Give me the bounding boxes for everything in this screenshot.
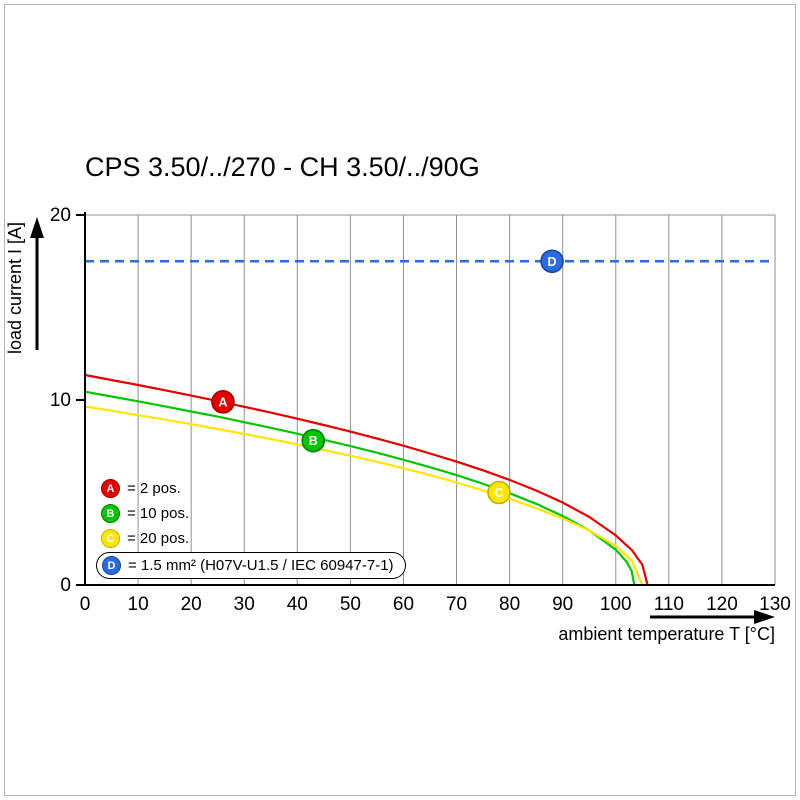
x-tick-label: 70: [446, 594, 467, 615]
curve-marker-B: B: [301, 428, 326, 453]
legend-label-b: = 10 pos.: [127, 505, 190, 522]
marker-letter-B: B: [309, 434, 318, 448]
legend-item-b: B = 10 pos.: [96, 501, 189, 526]
marker-letter-A: A: [218, 395, 227, 409]
curve-marker-C: C: [487, 480, 511, 505]
x-tick-label: 110: [654, 594, 684, 615]
legend-item-d: D = 1.5 mm² (H07V-U1.5 / IEC 60947-7-1): [96, 552, 406, 579]
x-tick-label: 80: [499, 594, 520, 615]
marker-letter-C: C: [494, 486, 503, 500]
legend-letter-d: D: [107, 559, 116, 572]
x-tick-label: 60: [393, 594, 414, 615]
x-tick-label: 90: [552, 594, 573, 615]
legend-marker-d-icon: D: [102, 556, 121, 575]
y-tick-label: 0: [60, 575, 71, 596]
x-axis-label: ambient temperature T [°C]: [558, 624, 775, 644]
legend-letter-a: A: [106, 482, 115, 495]
curve-A: [84, 373, 649, 586]
x-tick-label: 20: [181, 594, 202, 615]
y-axis-arrow-head-icon: [30, 217, 44, 238]
curve-marker-D: D: [540, 249, 564, 274]
x-tick-label: 100: [600, 594, 632, 615]
x-tick-label: 50: [340, 594, 361, 615]
x-tick-label: 40: [287, 594, 308, 615]
x-axis-arrow-head-icon: [754, 610, 775, 624]
marker-circle-A: [211, 390, 235, 414]
chart-title: CPS 3.50/../270 - CH 3.50/../90G: [85, 152, 480, 182]
marker-letter-D: D: [548, 255, 557, 269]
marker-circle-D: [540, 249, 564, 274]
x-tick-label: 30: [234, 594, 255, 615]
legend-marker-b-icon: B: [101, 504, 120, 523]
legend-marker-a-icon: A: [101, 479, 120, 498]
marker-circle-C: [487, 480, 511, 505]
legend-label-a: = 2 pos.: [127, 480, 181, 497]
legend-letter-c: C: [106, 532, 115, 545]
legend-label-d: = 1.5 mm² (H07V-U1.5 / IEC 60947-7-1): [128, 557, 394, 574]
x-tick-label: 10: [128, 594, 149, 615]
curve-C: [84, 405, 644, 586]
x-tick-label: 130: [759, 594, 791, 615]
legend-letter-b: B: [106, 507, 115, 520]
y-tick-label: 10: [50, 390, 71, 411]
legend: A = 2 pos. B = 10 pos. C = 20 pos. D = 1…: [96, 476, 406, 579]
marker-circle-B: [301, 428, 326, 453]
x-tick-label: 0: [80, 594, 91, 615]
legend-marker-c-icon: C: [101, 529, 120, 548]
legend-item-a: A = 2 pos.: [96, 476, 181, 501]
curve-marker-A: A: [211, 390, 235, 414]
x-tick-label: 120: [706, 594, 738, 615]
legend-item-c: C = 20 pos.: [96, 526, 189, 551]
y-tick-label: 20: [50, 205, 71, 226]
legend-label-c: = 20 pos.: [127, 530, 190, 547]
